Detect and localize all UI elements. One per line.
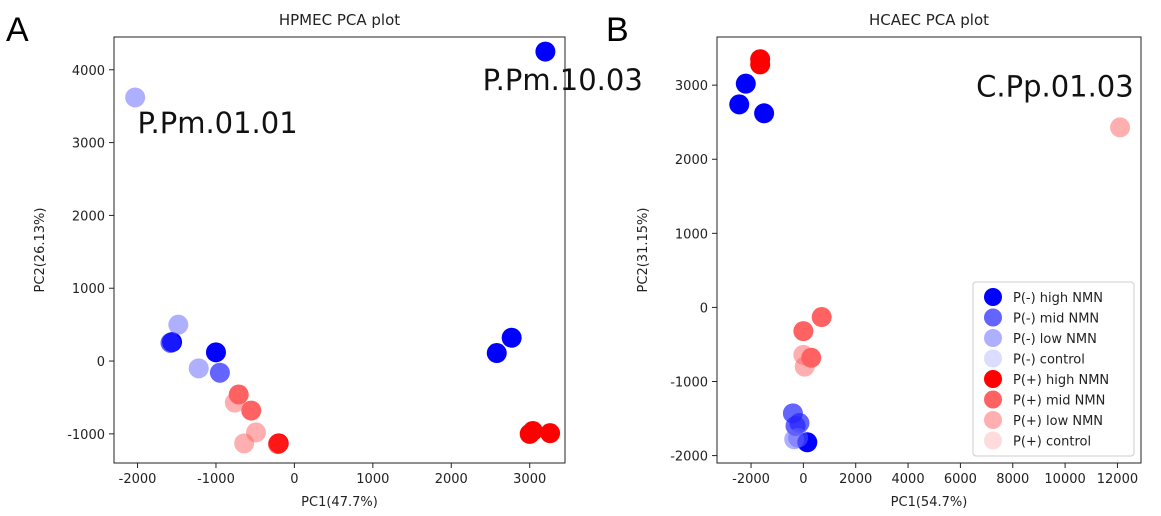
- legend-marker: [984, 288, 1002, 306]
- y-tick-label: 0: [97, 355, 105, 370]
- data-point: [168, 314, 189, 335]
- y-tick-label: -1000: [67, 428, 105, 443]
- legend-marker: [984, 390, 1002, 409]
- data-point: [501, 327, 522, 348]
- data-point: [793, 321, 814, 342]
- x-axis-label: PC1(47.7%): [301, 495, 378, 510]
- x-tick-label: 4000: [892, 472, 925, 487]
- legend-entry: P(+) control: [1013, 435, 1091, 450]
- x-tick-label: 2000: [435, 472, 468, 487]
- data-point: [789, 412, 810, 433]
- data-point: [540, 423, 561, 444]
- y-tick-label: 3000: [675, 79, 708, 94]
- data-point: [209, 362, 230, 383]
- y-tick-label: -1000: [670, 376, 708, 391]
- y-axis-label: PC2(26.13%): [33, 208, 48, 293]
- panel-label-a: A: [6, 11, 29, 49]
- x-tick-label: 0: [290, 472, 298, 487]
- annotation-p-pm-10-03: P.Pm.10.03: [483, 63, 643, 97]
- chart-panel-b: HCAEC PCA plot -2000 0 2000 4000 6000 8000 1000…: [636, 11, 1142, 510]
- data-point: [788, 427, 809, 448]
- data-point: [205, 342, 226, 363]
- x-tick-label: 8000: [996, 472, 1029, 487]
- x-axis-label: PC1(54.7%): [891, 495, 968, 510]
- y-tick-label: -2000: [670, 450, 708, 465]
- legend-marker: [984, 370, 1002, 388]
- legend-marker: [984, 411, 1002, 429]
- data-point: [729, 94, 750, 115]
- legend-entry: P(-) control: [1013, 353, 1085, 368]
- legend-entry: P(-) low NMN: [1013, 332, 1097, 347]
- x-tick-label: 0: [799, 472, 807, 487]
- data-point: [750, 54, 771, 75]
- y-tick-label: 4000: [72, 64, 105, 79]
- annotation-c-pp-01-03: C.Pp.01.03: [976, 69, 1134, 103]
- x-tick-label: -2000: [732, 472, 770, 487]
- legend: P(-) high NMN P(-) mid NMN P(-) low NMN P(-…: [972, 281, 1135, 457]
- y-tick-label: 2000: [675, 153, 708, 168]
- legend-entry: P(+) mid NMN: [1013, 394, 1105, 409]
- data-point: [188, 358, 209, 379]
- panel-label-b: B: [606, 11, 629, 49]
- legend-marker: [984, 349, 1002, 368]
- x-tick-label: 6000: [944, 472, 977, 487]
- data-point: [234, 433, 255, 454]
- data-point: [811, 307, 832, 328]
- legend-entry: P(-) high NMN: [1013, 291, 1103, 306]
- data-point: [267, 434, 288, 455]
- legend-entry: P(-) mid NMN: [1013, 312, 1099, 327]
- legend-box: [972, 281, 1135, 457]
- y-tick-label: 0: [700, 301, 708, 316]
- data-point: [535, 41, 556, 62]
- data-point: [160, 332, 181, 353]
- data-point: [241, 400, 262, 421]
- x-tick-label: 10000: [1044, 472, 1085, 487]
- y-tick-label: 2000: [72, 209, 105, 224]
- x-tick-label: 2000: [839, 472, 872, 487]
- x-tick-label: -1000: [197, 472, 235, 487]
- y-axis-label: PC2(31.15%): [636, 208, 651, 293]
- legend-entry: P(+) high NMN: [1013, 373, 1109, 388]
- data-point: [224, 392, 245, 413]
- data-point: [125, 87, 146, 108]
- y-tick-label: 3000: [72, 137, 105, 152]
- y-tick-label: 1000: [675, 227, 708, 242]
- legend-marker: [984, 431, 1002, 450]
- data-point: [1110, 117, 1131, 138]
- chart-title: HCAEC PCA plot: [869, 11, 989, 29]
- legend-marker: [984, 308, 1002, 327]
- data-point: [754, 103, 775, 124]
- legend-marker: [984, 329, 1002, 347]
- data-point: [522, 420, 543, 441]
- annotation-p-pm-01-01: P.Pm.01.01: [138, 106, 298, 140]
- plot-frame: [716, 36, 1142, 464]
- data-point: [735, 73, 756, 94]
- data-point: [794, 356, 815, 377]
- legend-entry: P(+) low NMN: [1013, 414, 1103, 429]
- plot-frame: [113, 36, 566, 464]
- x-tick-label: -2000: [119, 472, 157, 487]
- x-tick-label: 1000: [356, 472, 389, 487]
- chart-panel-a: HPMEC PCA plot -2000 -1000 0 1000 2000 3000 -10…: [33, 11, 643, 510]
- chart-title: HPMEC PCA plot: [279, 11, 400, 29]
- data-point: [486, 343, 507, 364]
- y-tick-label: 1000: [72, 282, 105, 297]
- x-tick-label: 3000: [513, 472, 546, 487]
- x-tick-label: 12000: [1097, 472, 1138, 487]
